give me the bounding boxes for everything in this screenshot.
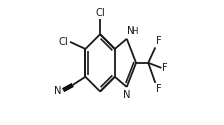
Text: Cl: Cl: [59, 37, 69, 47]
Text: Cl: Cl: [95, 8, 105, 18]
Text: H: H: [132, 27, 138, 36]
Text: F: F: [156, 36, 162, 46]
Text: N: N: [127, 26, 135, 36]
Text: F: F: [156, 84, 162, 94]
Text: N: N: [123, 90, 131, 100]
Text: F: F: [162, 63, 168, 73]
Text: N: N: [54, 86, 62, 96]
